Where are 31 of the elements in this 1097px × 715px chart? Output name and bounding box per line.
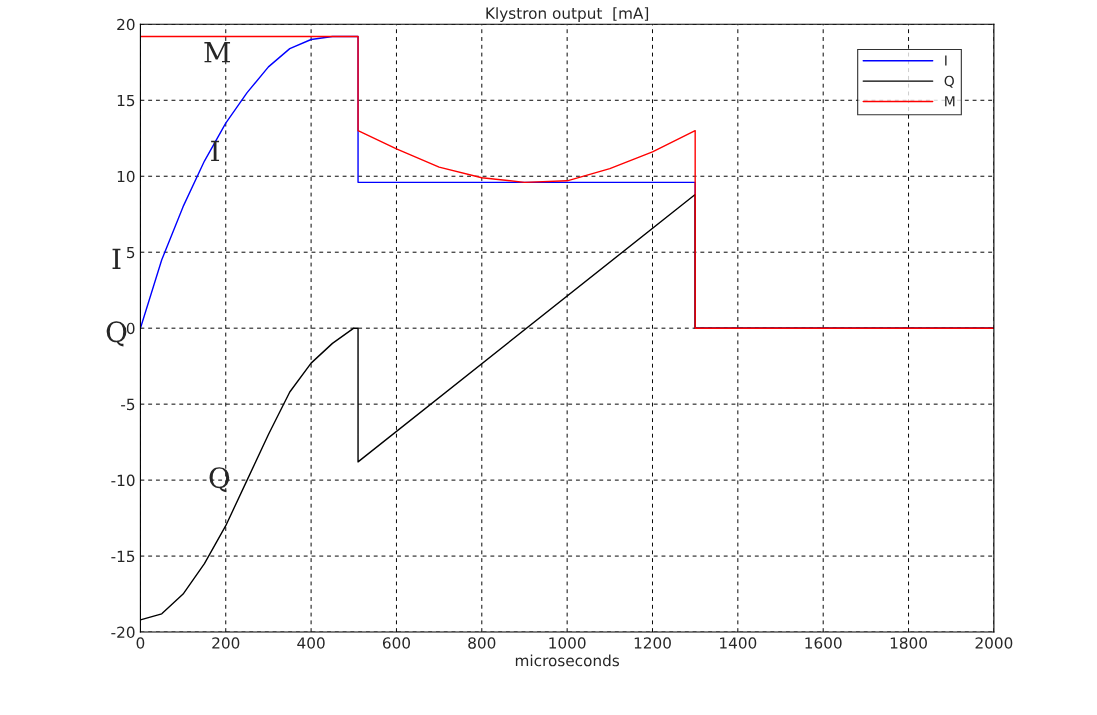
y-tick-label: -15 (111, 550, 135, 563)
y-tick-label: 20 (117, 18, 135, 31)
y-tick-label: 0 (126, 322, 135, 335)
text: I (112, 248, 121, 269)
x-tick-label: 1200 (634, 637, 671, 649)
x-tick-label: 0 (136, 637, 145, 649)
chart-title: Klystron output [mA] (486, 7, 649, 22)
annotation: M (204, 42, 231, 63)
legend-label: I (945, 55, 947, 66)
y-tick-label: 10 (117, 170, 135, 183)
x-tick-label: 600 (382, 637, 411, 649)
annotation: I (211, 140, 220, 162)
line-series (140, 35, 994, 329)
x-tick-label: 200 (212, 637, 240, 649)
y-tick-label: 15 (117, 94, 135, 107)
x-tick-label: 400 (297, 637, 325, 649)
legend-label: Q (944, 75, 954, 88)
x-tick-label: 1800 (890, 637, 927, 649)
text: Q (106, 321, 127, 347)
y-tick-label: -5 (121, 398, 135, 411)
y-tick-label: -10 (111, 474, 135, 487)
x-axis-title: microseconds (515, 654, 620, 667)
legend-label: M (945, 96, 955, 107)
y-tick-label: -20 (111, 626, 135, 639)
x-tick-label: 1000 (549, 637, 586, 649)
x-tick-label: 2000 (975, 637, 1013, 649)
y-tick-label: 5 (127, 246, 135, 259)
x-tick-label: 1600 (805, 637, 842, 649)
x-tick-label: 1400 (720, 637, 757, 649)
x-tick-label: 800 (468, 637, 496, 649)
annotation: Q (209, 467, 230, 493)
